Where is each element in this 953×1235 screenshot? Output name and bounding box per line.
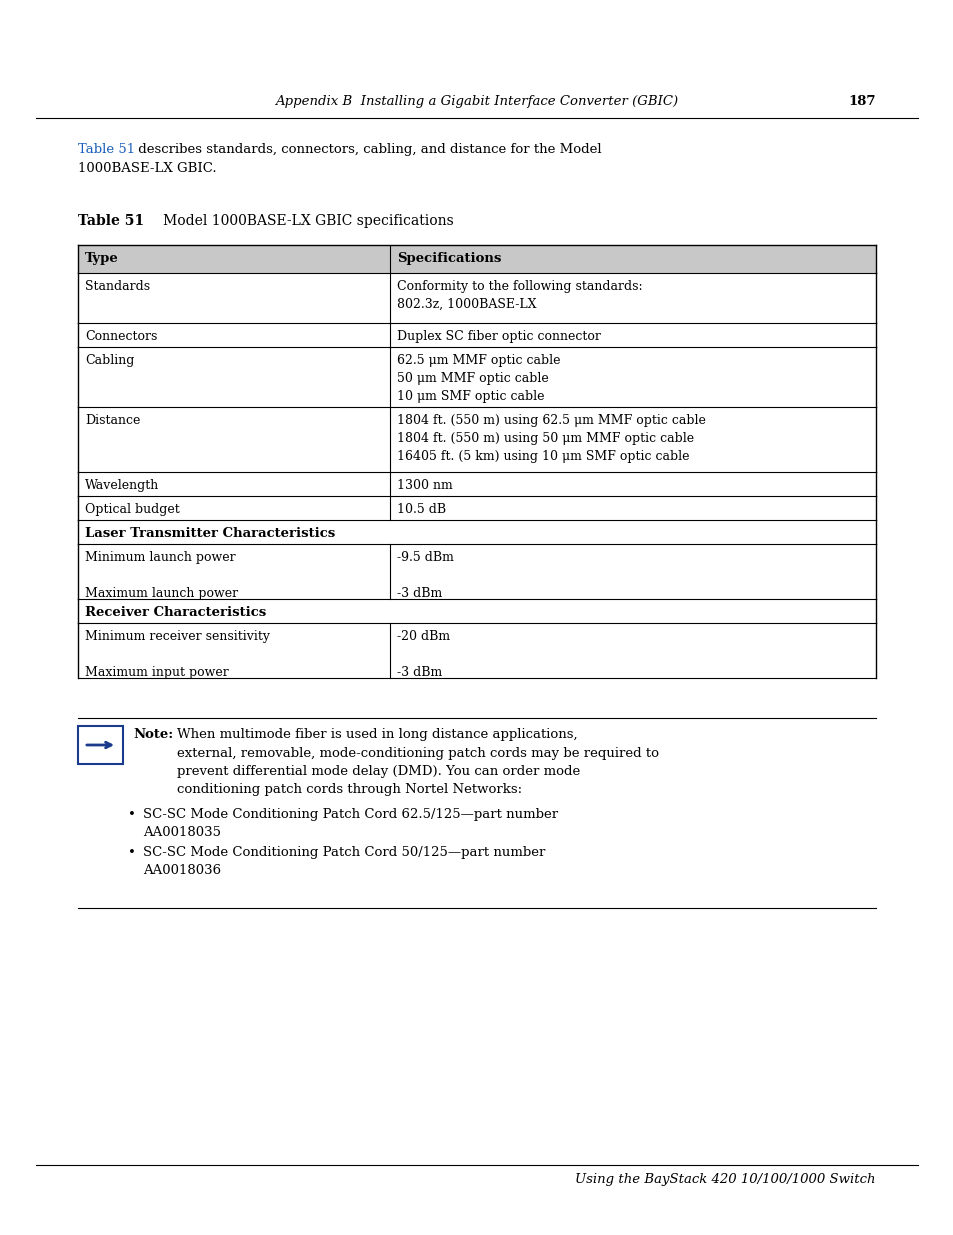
Text: -20 dBm: -20 dBm xyxy=(396,630,450,643)
Text: 187: 187 xyxy=(847,95,875,107)
Text: Distance: Distance xyxy=(85,414,140,427)
Text: Type: Type xyxy=(85,252,118,266)
Text: describes standards, connectors, cabling, and distance for the Model: describes standards, connectors, cabling… xyxy=(133,143,601,156)
Text: Standards: Standards xyxy=(85,280,150,293)
Text: Appendix B  Installing a Gigabit Interface Converter (GBIC): Appendix B Installing a Gigabit Interfac… xyxy=(275,95,678,107)
Text: 10.5 dB: 10.5 dB xyxy=(396,503,446,516)
Text: Wavelength: Wavelength xyxy=(85,479,159,492)
Text: Laser Transmitter Characteristics: Laser Transmitter Characteristics xyxy=(85,527,335,540)
Text: Table 51: Table 51 xyxy=(78,143,135,156)
Text: 1300 nm: 1300 nm xyxy=(396,479,453,492)
Text: -3 dBm: -3 dBm xyxy=(396,587,442,600)
Text: Duplex SC fiber optic connector: Duplex SC fiber optic connector xyxy=(396,330,600,343)
Text: Model 1000BASE-LX GBIC specifications: Model 1000BASE-LX GBIC specifications xyxy=(150,214,454,228)
Text: 1000BASE-LX GBIC.: 1000BASE-LX GBIC. xyxy=(78,162,216,175)
Text: -3 dBm: -3 dBm xyxy=(396,666,442,679)
Text: Maximum input power: Maximum input power xyxy=(85,666,229,679)
Text: Optical budget: Optical budget xyxy=(85,503,179,516)
Text: -9.5 dBm: -9.5 dBm xyxy=(396,551,454,564)
Text: Note:: Note: xyxy=(132,727,173,741)
Text: Conformity to the following standards:
802.3z, 1000BASE-LX: Conformity to the following standards: 8… xyxy=(396,280,642,311)
Bar xyxy=(78,245,875,273)
Text: •: • xyxy=(128,808,135,821)
Bar xyxy=(78,726,123,764)
Text: 62.5 μm MMF optic cable
50 μm MMF optic cable
10 μm SMF optic cable: 62.5 μm MMF optic cable 50 μm MMF optic … xyxy=(396,354,560,403)
Text: Using the BayStack 420 10/100/1000 Switch: Using the BayStack 420 10/100/1000 Switc… xyxy=(575,1173,875,1186)
Text: SC-SC Mode Conditioning Patch Cord 62.5/125—part number
AA0018035: SC-SC Mode Conditioning Patch Cord 62.5/… xyxy=(143,808,558,839)
Text: SC-SC Mode Conditioning Patch Cord 50/125—part number
AA0018036: SC-SC Mode Conditioning Patch Cord 50/12… xyxy=(143,846,545,877)
Text: When multimode fiber is used in long distance applications,
external, removable,: When multimode fiber is used in long dis… xyxy=(177,727,659,797)
Text: •: • xyxy=(128,846,135,860)
Text: Minimum receiver sensitivity: Minimum receiver sensitivity xyxy=(85,630,270,643)
Text: Cabling: Cabling xyxy=(85,354,134,367)
Text: Specifications: Specifications xyxy=(396,252,501,266)
Text: Receiver Characteristics: Receiver Characteristics xyxy=(85,606,266,619)
Text: Connectors: Connectors xyxy=(85,330,157,343)
Text: Minimum launch power: Minimum launch power xyxy=(85,551,235,564)
Text: 1804 ft. (550 m) using 62.5 μm MMF optic cable
1804 ft. (550 m) using 50 μm MMF : 1804 ft. (550 m) using 62.5 μm MMF optic… xyxy=(396,414,705,463)
Text: Maximum launch power: Maximum launch power xyxy=(85,587,238,600)
Text: Table 51: Table 51 xyxy=(78,214,144,228)
